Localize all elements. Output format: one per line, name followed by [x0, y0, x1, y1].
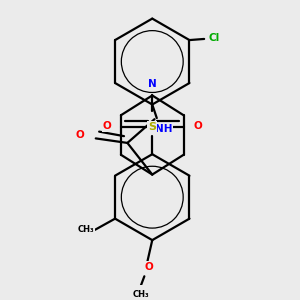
- Text: O: O: [145, 262, 153, 272]
- Text: CH₃: CH₃: [77, 225, 94, 234]
- Text: NH: NH: [155, 124, 172, 134]
- Text: Cl: Cl: [209, 33, 220, 43]
- Text: N: N: [148, 79, 157, 89]
- Text: O: O: [103, 121, 111, 131]
- Text: CH₃: CH₃: [133, 290, 149, 299]
- Text: O: O: [76, 130, 84, 140]
- Text: S: S: [148, 122, 156, 132]
- Text: O: O: [193, 121, 202, 131]
